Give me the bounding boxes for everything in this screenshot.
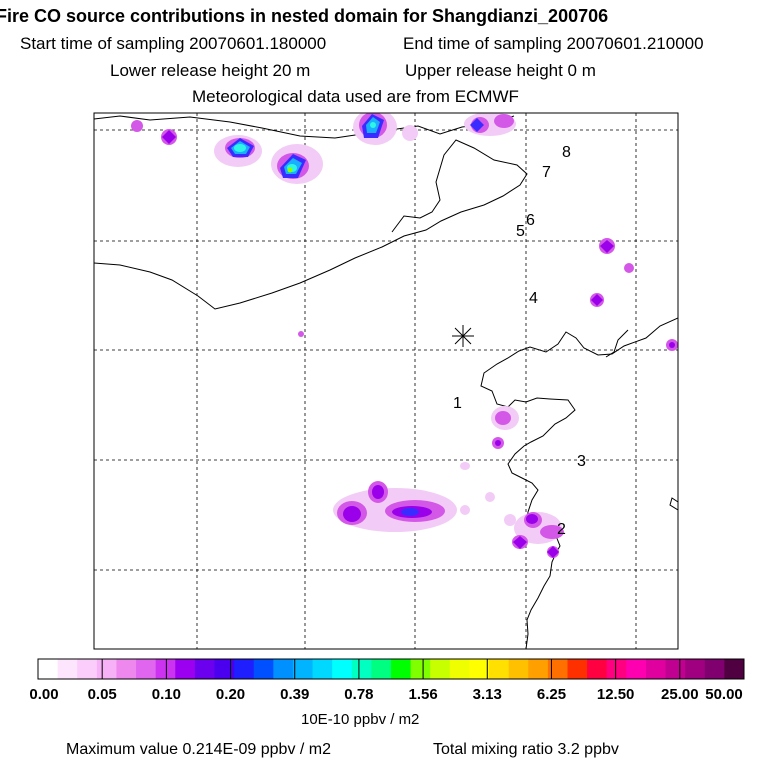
colorbar-swatch — [685, 659, 706, 679]
colorbar-swatch — [508, 659, 529, 679]
map-label-2: 2 — [557, 521, 566, 538]
asterisk-icon — [452, 325, 474, 347]
colorbar-tick-label: 25.00 — [661, 686, 699, 703]
colorbar-swatch — [351, 659, 372, 679]
map-labels: 1 2 3 4 5 6 7 8 — [453, 144, 586, 538]
colorbar-swatch — [175, 659, 196, 679]
lower-release-text: Lower release height 20 m — [110, 61, 311, 80]
colorbar-swatch — [704, 659, 725, 679]
colorbar-swatch — [136, 659, 157, 679]
colorbar-swatch — [410, 659, 431, 679]
colorbar-swatch — [645, 659, 667, 679]
map-label-1: 1 — [453, 395, 462, 412]
met-data-text: Meteorological data used are from ECMWF — [192, 87, 519, 106]
colorbar-tick-label: 3.13 — [472, 686, 502, 703]
colorbar-swatch — [606, 659, 627, 679]
colorbar-swatch — [38, 659, 59, 679]
colorbar-swatch — [116, 659, 137, 679]
colorbar-swatch — [77, 659, 98, 679]
colorbar-tick-label: 50.00 — [705, 686, 743, 703]
colorbar-swatch — [528, 659, 549, 679]
colorbar-swatch — [312, 659, 333, 679]
colorbar-units: 10E-10 ppbv / m2 — [301, 711, 420, 728]
colorbar-swatch — [214, 659, 235, 679]
colorbar-swatch — [489, 659, 510, 679]
map-label-3: 3 — [577, 453, 586, 470]
colorbar-swatch — [391, 659, 412, 679]
concentration-field — [131, 113, 678, 558]
colorbar-swatch — [469, 659, 490, 679]
boundaries — [94, 115, 678, 649]
colorbar-swatch — [155, 659, 176, 679]
colorbar-swatch — [626, 659, 647, 679]
plot-title: Fire CO source contributions in nested d… — [0, 6, 609, 26]
colorbar-tick-label: 0.10 — [151, 686, 181, 703]
colorbar-tick-label: 0.00 — [29, 686, 59, 703]
colorbar-tick-label: 0.20 — [215, 686, 246, 703]
colorbar-swatch — [547, 659, 568, 679]
colorbar-tick-label: 0.78 — [344, 686, 374, 703]
upper-release-text: Upper release height 0 m — [405, 61, 596, 80]
colorbar-ticks — [37, 659, 745, 679]
end-sampling-text: End time of sampling 20070601.210000 — [403, 34, 704, 53]
colorbar-tick-label: 0.05 — [87, 686, 117, 703]
grid-lines — [94, 113, 678, 649]
colorbar-tick-label: 6.25 — [536, 686, 567, 703]
colorbar-swatch — [234, 659, 255, 679]
map-label-5: 5 — [516, 223, 525, 240]
colorbar-swatch — [371, 659, 392, 679]
colorbar-swatch — [587, 659, 608, 679]
colorbar-swatch — [449, 659, 470, 679]
colorbar — [38, 659, 745, 679]
colorbar-tick-label: 12.50 — [596, 686, 635, 703]
colorbar-swatch — [292, 659, 314, 679]
map-label-8: 8 — [562, 144, 571, 161]
colorbar-swatch — [273, 659, 294, 679]
colorbar-swatch — [665, 659, 686, 679]
total-mixing-ratio-text: Total mixing ratio 3.2 ppbv — [433, 741, 619, 758]
map-label-6: 6 — [526, 212, 535, 229]
colorbar-swatch — [430, 659, 451, 679]
colorbar-tick-label: 1.56 — [408, 686, 438, 703]
colorbar-swatch — [57, 659, 78, 679]
max-value-text: Maximum value 0.214E-09 ppbv / m2 — [66, 741, 332, 758]
colorbar-swatch — [96, 659, 117, 679]
colorbar-swatch — [253, 659, 274, 679]
colorbar-swatch — [567, 659, 588, 679]
colorbar-swatch — [332, 659, 353, 679]
start-sampling-text: Start time of sampling 20070601.180000 — [20, 34, 327, 53]
map-label-7: 7 — [542, 164, 551, 181]
colorbar-swatch — [194, 659, 215, 679]
map-label-4: 4 — [529, 290, 538, 307]
colorbar-tick-label: 0.39 — [280, 686, 310, 703]
colorbar-swatch — [724, 659, 745, 679]
map-frame — [93, 112, 679, 650]
map-area: 1 2 3 4 5 6 7 8 — [94, 113, 678, 649]
